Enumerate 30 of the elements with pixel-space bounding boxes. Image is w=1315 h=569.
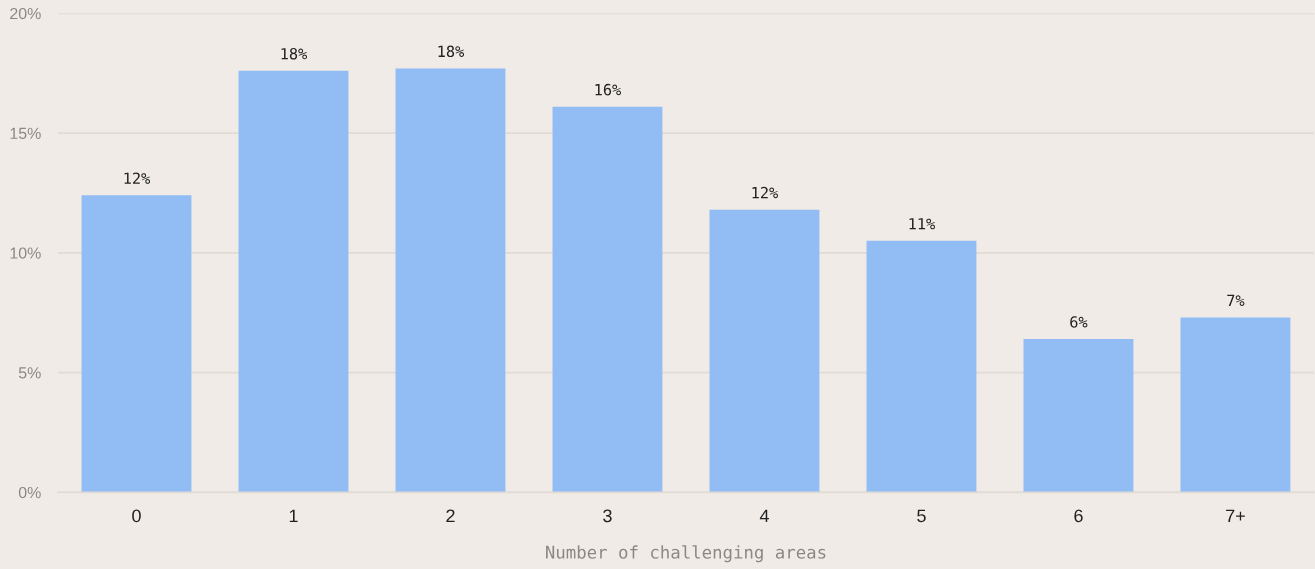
x-tick-label: 2 xyxy=(446,509,455,523)
data-label: 18% xyxy=(281,47,308,60)
x-tick-label: 5 xyxy=(917,509,926,523)
data-label: 7% xyxy=(1227,294,1245,306)
x-tick-label: 4 xyxy=(759,509,769,523)
y-tick-label: 5% xyxy=(18,367,41,379)
data-label: 12% xyxy=(752,186,779,199)
bar xyxy=(866,240,977,493)
x-tick-label: 6 xyxy=(1074,509,1083,523)
data-label: 11% xyxy=(909,218,936,230)
y-tick-label: 0% xyxy=(18,486,41,499)
data-label: 18% xyxy=(438,45,465,58)
bar xyxy=(238,70,349,493)
y-tick-label: 10% xyxy=(10,247,41,259)
x-axis-title: Number of challenging areas xyxy=(546,545,826,563)
bar xyxy=(395,68,506,493)
bar xyxy=(1023,339,1134,493)
x-tick-label: 3 xyxy=(603,509,612,523)
y-tick-label: 20% xyxy=(10,7,41,20)
bar xyxy=(81,195,192,493)
bar xyxy=(552,106,663,493)
x-tick-label: 0 xyxy=(132,509,141,523)
data-label: 16% xyxy=(595,83,622,96)
bar xyxy=(709,209,820,493)
data-label: 6% xyxy=(1070,316,1088,328)
x-tick-label: 7+ xyxy=(1226,509,1245,523)
y-tick-label: 15% xyxy=(10,127,41,140)
data-label: 12% xyxy=(124,172,151,184)
x-tick-label: 1 xyxy=(289,509,298,523)
bar xyxy=(1180,317,1291,493)
